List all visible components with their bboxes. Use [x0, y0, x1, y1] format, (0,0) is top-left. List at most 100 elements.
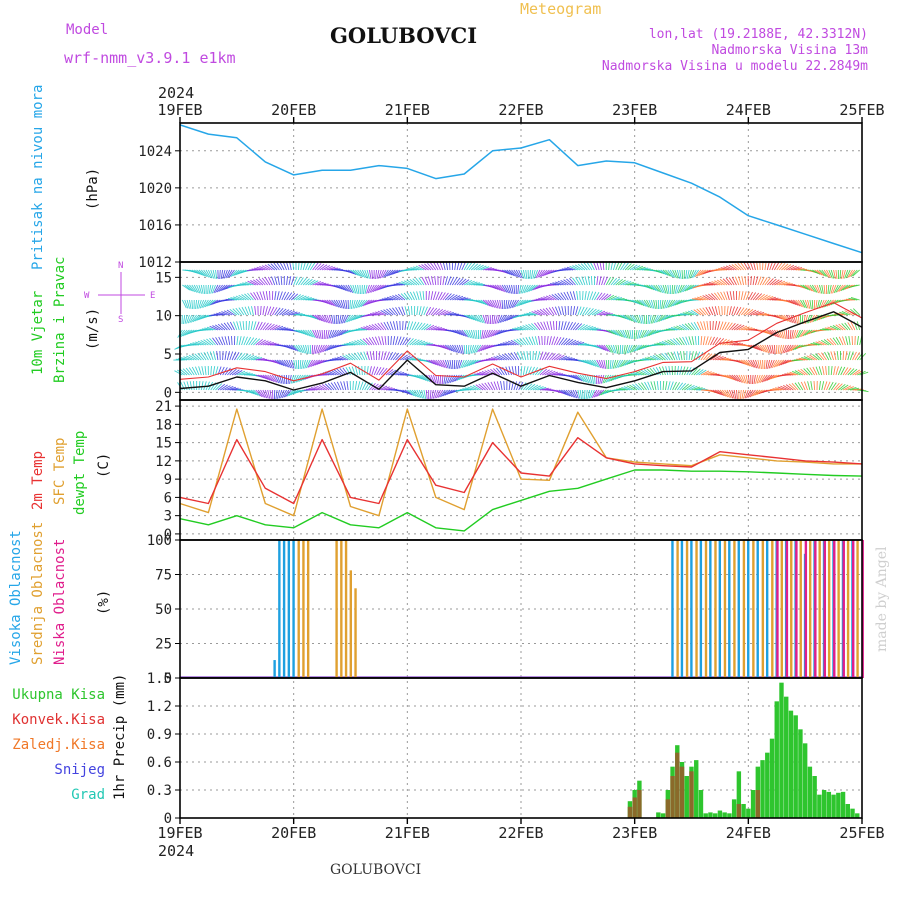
- wind-barb: [244, 306, 250, 316]
- wind-barb: [494, 284, 503, 292]
- wind-barb: [622, 359, 631, 367]
- wind-barb: [534, 351, 538, 361]
- wind-barb: [536, 309, 545, 316]
- wind-barb: [572, 277, 579, 286]
- cloud-bar: [747, 540, 750, 678]
- wind-barb: [646, 299, 652, 309]
- wind-barb: [729, 374, 737, 382]
- time-tick-label-top: 23FEB: [612, 101, 657, 119]
- wind-barb: [505, 341, 515, 346]
- wind-barb: [336, 284, 345, 291]
- wind-barb: [601, 276, 605, 286]
- wind-barb: [312, 359, 321, 367]
- wind-barb: [480, 299, 489, 306]
- precip-conv-bar: [679, 766, 685, 818]
- wind-barb: [489, 299, 496, 308]
- wind-barb: [380, 367, 388, 376]
- wind-barb: [684, 384, 692, 391]
- wind-barb: [293, 294, 302, 301]
- wind-barb: [579, 389, 582, 399]
- y-tick-label: 15: [155, 270, 172, 286]
- wind-barb: [539, 368, 548, 376]
- wind-speed-line: [179, 311, 863, 391]
- wind-barb: [487, 329, 493, 338]
- wind-barb: [411, 339, 420, 346]
- wind-barb: [522, 269, 526, 279]
- wind-barb: [743, 308, 751, 316]
- wind-barb: [262, 341, 272, 346]
- wind-barb: [322, 344, 330, 353]
- wind-barb: [453, 374, 460, 382]
- wind-barb: [749, 261, 754, 271]
- wind-barb: [597, 389, 605, 397]
- wind-barb: [745, 309, 754, 316]
- wind-barb: [577, 389, 581, 399]
- wind-barb: [374, 284, 382, 292]
- wind-barb: [789, 329, 792, 340]
- wind-barb: [776, 262, 783, 271]
- wind-barb: [470, 344, 475, 354]
- wind-barb: [538, 269, 546, 278]
- wind-barb: [260, 322, 266, 331]
- wind-barb: [759, 374, 766, 383]
- wind-barb: [410, 305, 413, 316]
- wind-barb: [409, 357, 419, 361]
- cloud-bar: [809, 540, 812, 678]
- wind-barb: [664, 352, 671, 361]
- cloud-bar: [776, 540, 779, 678]
- wind-barb: [286, 292, 293, 301]
- time-tick-label-top: 25FEB: [839, 101, 884, 119]
- wind-barb: [787, 344, 794, 353]
- wind-barb: [473, 344, 479, 354]
- wind-barb: [530, 384, 539, 391]
- wind-barb: [699, 295, 709, 301]
- wind-barb: [638, 370, 647, 376]
- wind-barb: [386, 308, 394, 316]
- wind-barb: [665, 328, 675, 331]
- wind-barb: [510, 352, 517, 361]
- wind-barb: [660, 284, 665, 294]
- wind-barb: [466, 280, 475, 286]
- wind-barb: [499, 367, 505, 376]
- wind-barb: [210, 365, 212, 376]
- wind-barb: [236, 352, 243, 361]
- wind-barb: [627, 263, 635, 271]
- cloud-bar: [349, 570, 352, 678]
- wind-barb: [551, 294, 560, 301]
- wind-barb: [286, 389, 294, 397]
- wind-barb: [603, 313, 613, 316]
- wind-barb: [276, 308, 284, 316]
- wind-barb: [221, 311, 230, 316]
- wind-barb: [425, 306, 432, 316]
- wind-barb: [234, 370, 243, 376]
- wind-barb: [545, 295, 555, 301]
- wind-barb: [761, 374, 768, 383]
- wind-barb: [488, 357, 498, 361]
- pressure-line: [179, 124, 863, 254]
- wind-barb: [724, 389, 730, 398]
- wind-barb: [217, 323, 226, 331]
- wind-barb: [262, 291, 266, 301]
- wind-barb: [549, 371, 559, 376]
- wind-barb: [513, 339, 522, 346]
- wind-barb: [613, 297, 623, 301]
- wind-barb: [336, 381, 342, 391]
- wind-barb: [602, 374, 607, 384]
- wind-barb: [267, 374, 275, 382]
- wind-barb: [558, 355, 568, 361]
- wind-barb: [706, 321, 709, 331]
- wind-barb: [624, 344, 628, 354]
- wind-barb: [566, 291, 572, 301]
- wind-barb: [750, 292, 757, 301]
- wind-barb: [624, 359, 633, 366]
- wind-barb: [466, 359, 474, 367]
- wind-barb: [485, 358, 495, 361]
- wind-barb: [501, 314, 508, 323]
- cloud-unit: (%): [96, 590, 112, 615]
- wind-barb: [631, 314, 638, 323]
- wind-barb: [600, 374, 605, 384]
- wind-barb: [274, 291, 277, 301]
- wind-barb: [220, 323, 228, 331]
- wind-barb: [620, 329, 626, 338]
- wind-barb: [756, 374, 761, 384]
